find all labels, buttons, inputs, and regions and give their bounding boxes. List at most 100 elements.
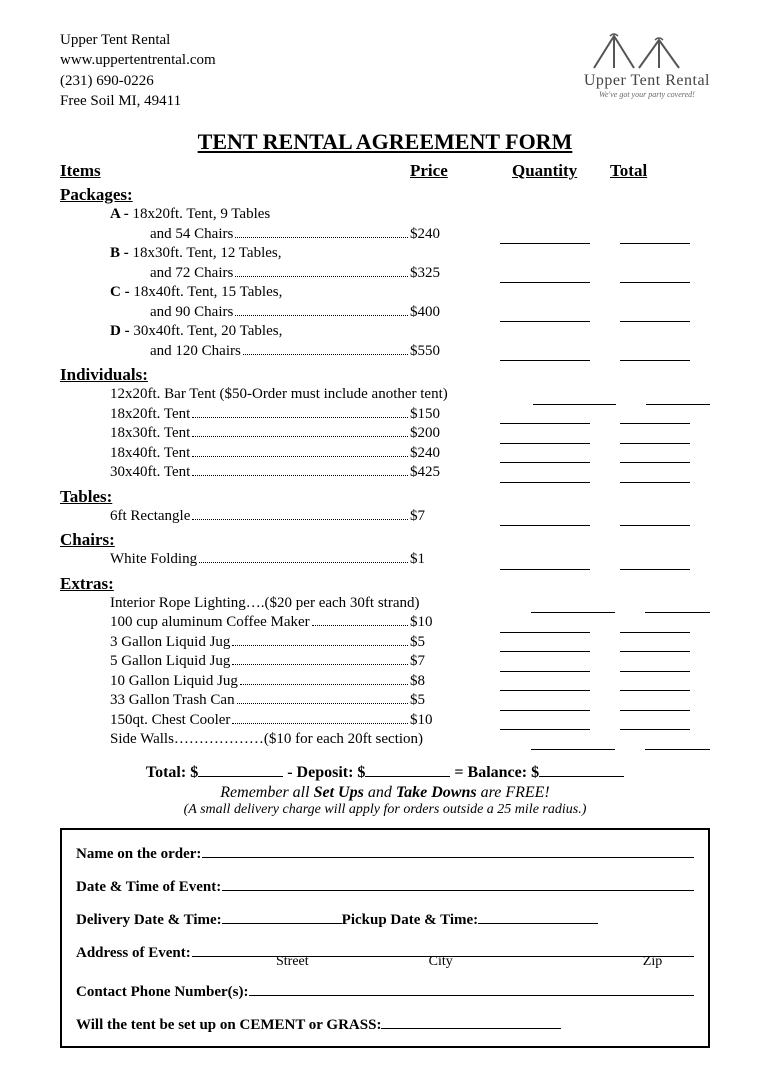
balance-label: = Balance: $ — [454, 764, 539, 781]
remember-suffix: are FREE! — [477, 784, 550, 801]
line-item: 18x20ft. Tent$150 — [60, 405, 710, 425]
qty-input[interactable] — [500, 429, 590, 444]
qty-input[interactable] — [500, 409, 590, 424]
delivery-row: Delivery Date & Time: Pickup Date & Time… — [76, 908, 694, 929]
line-item: 18x30ft. Tent$200 — [60, 424, 710, 444]
qty-input[interactable] — [500, 307, 590, 322]
total-input[interactable] — [620, 696, 690, 711]
contact-input[interactable] — [249, 980, 694, 996]
qty-input[interactable] — [500, 346, 590, 361]
total-label: Total: $ — [146, 764, 198, 781]
qty-input[interactable] — [500, 555, 590, 570]
remember-setups: Set Ups — [314, 784, 364, 801]
line-item: and 90 Chairs$400 — [60, 303, 710, 323]
remember-prefix: Remember all — [220, 784, 313, 801]
column-headers: Items Price Quantity Total — [60, 161, 710, 181]
total-input[interactable] — [620, 468, 690, 483]
line-item: B - 18x30ft. Tent, 12 Tables, — [60, 244, 710, 264]
section-title-extras: Extras: — [60, 574, 710, 594]
name-row: Name on the order: — [76, 842, 694, 863]
section-title-packages: Packages: — [60, 185, 710, 205]
datetime-input[interactable] — [222, 875, 694, 891]
total-input[interactable] — [620, 448, 690, 463]
deposit-blank[interactable] — [365, 776, 450, 777]
total-input[interactable] — [620, 307, 690, 322]
total-input[interactable] — [620, 409, 690, 424]
line-item: 18x40ft. Tent$240 — [60, 444, 710, 464]
qty-input[interactable] — [500, 268, 590, 283]
totals-line: Total: $ - Deposit: $ = Balance: $ — [60, 764, 710, 782]
total-input[interactable] — [620, 346, 690, 361]
line-item: C - 18x40ft. Tent, 15 Tables, — [60, 283, 710, 303]
company-info: Upper Tent Rental www.uppertentrental.co… — [60, 30, 216, 111]
items-list: Packages:A - 18x20ft. Tent, 9 Tablesand … — [60, 185, 710, 750]
total-input[interactable] — [620, 715, 690, 730]
total-input[interactable] — [620, 618, 690, 633]
qty-input[interactable] — [531, 598, 615, 613]
zip-label: Zip — [643, 954, 662, 970]
name-input[interactable] — [202, 842, 694, 858]
balance-blank[interactable] — [539, 776, 624, 777]
qty-input[interactable] — [500, 637, 590, 652]
delivery-note: (A small delivery charge will apply for … — [60, 802, 710, 818]
surface-input[interactable] — [381, 1013, 561, 1029]
total-input[interactable] — [620, 555, 690, 570]
line-item: 10 Gallon Liquid Jug$8 — [60, 672, 710, 692]
pickup-label: Pickup Date & Time: — [342, 912, 479, 929]
line-item: 3 Gallon Liquid Jug$5 — [60, 633, 710, 653]
total-blank[interactable] — [198, 776, 283, 777]
company-name: Upper Tent Rental — [60, 30, 216, 50]
qty-input[interactable] — [500, 715, 590, 730]
total-input[interactable] — [646, 390, 710, 405]
name-label: Name on the order: — [76, 846, 201, 863]
qty-input[interactable] — [500, 618, 590, 633]
contact-row: Contact Phone Number(s): — [76, 980, 694, 1001]
qty-input[interactable] — [500, 511, 590, 526]
company-phone: (231) 690-0226 — [60, 71, 216, 91]
qty-input[interactable] — [531, 735, 615, 750]
line-item: and 120 Chairs$550 — [60, 342, 710, 362]
section-title-chairs: Chairs: — [60, 530, 710, 550]
qty-input[interactable] — [500, 468, 590, 483]
line-item: White Folding$1 — [60, 550, 710, 570]
total-input[interactable] — [620, 429, 690, 444]
delivery-input[interactable] — [222, 908, 342, 924]
contact-label: Contact Phone Number(s): — [76, 984, 248, 1001]
header-items: Items — [60, 161, 410, 181]
datetime-row: Date & Time of Event: — [76, 875, 694, 896]
qty-input[interactable] — [500, 696, 590, 711]
total-input[interactable] — [620, 511, 690, 526]
surface-row: Will the tent be set up on CEMENT or GRA… — [76, 1013, 694, 1034]
logo: Upper Tent Rental We've got your party c… — [584, 30, 710, 99]
remember-line: Remember all Set Ups and Take Downs are … — [60, 784, 710, 802]
line-item: 5 Gallon Liquid Jug$7 — [60, 652, 710, 672]
total-input[interactable] — [620, 637, 690, 652]
line-item: D - 30x40ft. Tent, 20 Tables, — [60, 322, 710, 342]
header-total: Total — [610, 161, 690, 181]
datetime-label: Date & Time of Event: — [76, 879, 221, 896]
pickup-input[interactable] — [478, 908, 598, 924]
form-title: TENT RENTAL AGREEMENT FORM — [60, 129, 710, 155]
header-price: Price — [410, 161, 500, 181]
qty-input[interactable] — [500, 676, 590, 691]
total-input[interactable] — [620, 657, 690, 672]
total-input[interactable] — [620, 268, 690, 283]
total-input[interactable] — [620, 229, 690, 244]
address-label: Address of Event: — [76, 945, 191, 962]
qty-input[interactable] — [500, 448, 590, 463]
qty-input[interactable] — [500, 229, 590, 244]
qty-input[interactable] — [533, 390, 616, 405]
header-quantity: Quantity — [500, 161, 610, 181]
logo-brand: Upper Tent Rental — [584, 72, 710, 90]
total-input[interactable] — [645, 598, 710, 613]
remember-and: and — [364, 784, 396, 801]
total-input[interactable] — [620, 676, 690, 691]
line-item: Side Walls………………($10 for each 20ft secti… — [60, 730, 710, 750]
line-item: 12x20ft. Bar Tent ($50-Order must includ… — [60, 385, 710, 405]
delivery-label: Delivery Date & Time: — [76, 912, 222, 929]
city-label: City — [429, 954, 453, 970]
total-input[interactable] — [645, 735, 710, 750]
street-label: Street — [276, 954, 309, 970]
order-form-box: Name on the order: Date & Time of Event:… — [60, 828, 710, 1048]
qty-input[interactable] — [500, 657, 590, 672]
